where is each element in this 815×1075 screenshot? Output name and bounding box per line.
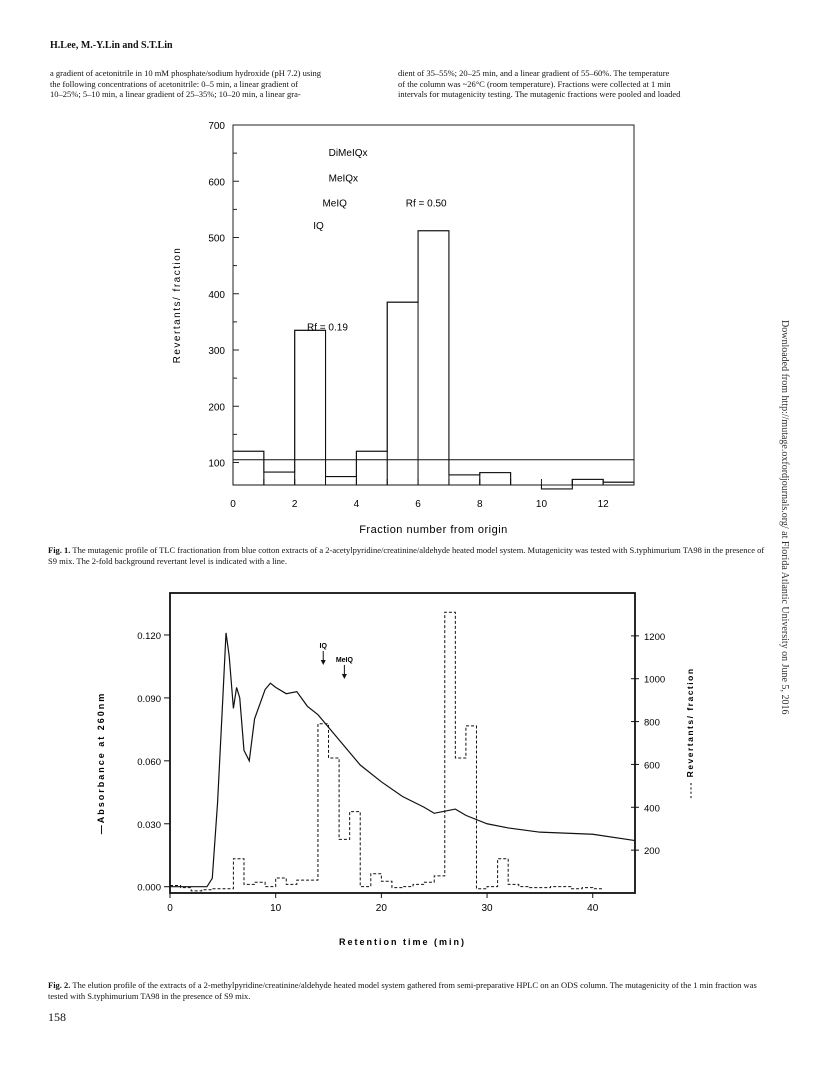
- x-tick-label: 10: [270, 903, 282, 914]
- histogram-bar: [602, 481, 635, 486]
- figure-2-caption: Fig. 2. The elution profile of the extra…: [48, 980, 773, 1001]
- histogram-bar: [232, 450, 265, 486]
- x-axis-label: Retention time (min): [339, 937, 466, 947]
- body-line: intervals for mutagenicity testing. The …: [398, 89, 681, 99]
- chart-annotation: Rf = 0.50: [406, 199, 447, 210]
- body-text-left-column: a gradient of acetonitrile in 10 mM phos…: [50, 68, 374, 100]
- body-line: of the column was ~26°C (room temperatur…: [398, 78, 671, 89]
- y-tick-label: 600: [208, 177, 225, 188]
- y-tick-label: 200: [208, 402, 225, 413]
- histogram-bar: [294, 329, 326, 486]
- body-line: the following concentrations of acetonit…: [50, 78, 299, 89]
- y2-tick-label: 600: [644, 760, 660, 771]
- y2-tick-label: 400: [644, 803, 660, 814]
- histogram-bar: [355, 450, 388, 486]
- chart-annotation: DiMeIQx: [329, 148, 368, 159]
- plot-frame: [232, 124, 635, 486]
- y2-axis-label: ---- Revertants/ fraction: [685, 667, 695, 798]
- x-tick-label: 6: [415, 499, 421, 510]
- arrow-head-icon: [341, 674, 347, 679]
- histogram-bar: [417, 230, 450, 486]
- y-tick-label: 0.030: [137, 820, 161, 831]
- body-line: 10–25%; 5–10 min, a linear gradient of 2…: [50, 89, 301, 99]
- histogram-bar: [448, 474, 481, 486]
- y-tick-label: 300: [208, 346, 225, 357]
- figure-1-caption: Fig. 1. The mutagenic profile of TLC fra…: [48, 545, 773, 566]
- page-number: 158: [48, 1010, 66, 1024]
- x-tick-label: 12: [598, 499, 610, 510]
- histogram-bar: [479, 472, 512, 486]
- y-axis-label: —Absorbance at 260nm: [96, 692, 106, 835]
- x-tick-label: 0: [230, 499, 236, 510]
- y-axis-label: Revertants/ fraction: [172, 247, 183, 364]
- y-tick-label: 0.090: [137, 694, 161, 705]
- histogram-bar: [386, 301, 419, 486]
- figure-1-chart: 100 200 300 400 500 600 700 0 2 4 6 8 10 12 DiMeIQx MeI…: [172, 121, 635, 536]
- y-tick-label: 0.060: [137, 757, 161, 768]
- x-tick-label: 40: [587, 903, 599, 914]
- y-tick-label: 500: [208, 234, 225, 245]
- y-tick-label: 700: [208, 121, 225, 132]
- figure-2-caption-text: The elution profile of the extracts of a…: [48, 980, 757, 1001]
- y2-tick-label: 200: [644, 846, 660, 857]
- arrow-head-icon: [320, 660, 326, 665]
- revertants-trace: [170, 611, 604, 892]
- y-tick-label: 100: [208, 459, 225, 470]
- body-line: dient of 35–55%; 20–25 min, and a linear…: [398, 68, 670, 78]
- figure-1-label: Fig. 1.: [48, 545, 71, 555]
- y-tick-label: 0.000: [137, 883, 161, 894]
- y2-tick-label: 1000: [644, 675, 665, 686]
- peak-label: MeIQ: [336, 657, 354, 664]
- plot-frame: [169, 592, 636, 894]
- y2-tick-label: 800: [644, 718, 660, 729]
- x-tick-label: 20: [376, 903, 388, 914]
- step-outline: [233, 230, 634, 490]
- figure-2-label: Fig. 2.: [48, 980, 71, 990]
- y-tick-label: 0.120: [137, 631, 161, 642]
- y-tick-label: 400: [208, 290, 225, 301]
- histogram-bar: [325, 476, 357, 486]
- peak-label: IQ: [320, 643, 328, 650]
- figure-2-chart: 0.0000.0300.0600.0900.120200400600800100…: [96, 592, 695, 947]
- x-tick-label: 30: [481, 903, 493, 914]
- x-tick-label: 2: [292, 499, 298, 510]
- histogram-bar: [571, 478, 604, 486]
- absorbance-trace: [170, 632, 636, 888]
- running-head: H.Lee, M.-Y.Lin and S.T.Lin: [50, 40, 173, 51]
- body-line: a gradient of acetonitrile in 10 mM phos…: [50, 68, 322, 78]
- chart-annotation: Rf = 0.19: [307, 322, 348, 333]
- chart-annotation: MeIQ: [322, 199, 347, 210]
- x-tick-label: 10: [536, 499, 548, 510]
- x-tick-label: 4: [354, 499, 360, 510]
- figure-1-caption-text: The mutagenic profile of TLC fractionati…: [48, 545, 765, 566]
- y2-tick-label: 1200: [644, 632, 665, 643]
- chart-annotation: IQ: [313, 221, 324, 232]
- x-tick-label: 8: [477, 499, 483, 510]
- x-axis-label: Fraction number from origin: [359, 524, 508, 536]
- histogram-bar: [263, 471, 296, 486]
- x-tick-label: 0: [167, 903, 173, 914]
- body-text-right-column: dient of 35–55%; 20–25 min, and a linear…: [398, 68, 738, 100]
- chart-annotation: MeIQx: [329, 173, 358, 184]
